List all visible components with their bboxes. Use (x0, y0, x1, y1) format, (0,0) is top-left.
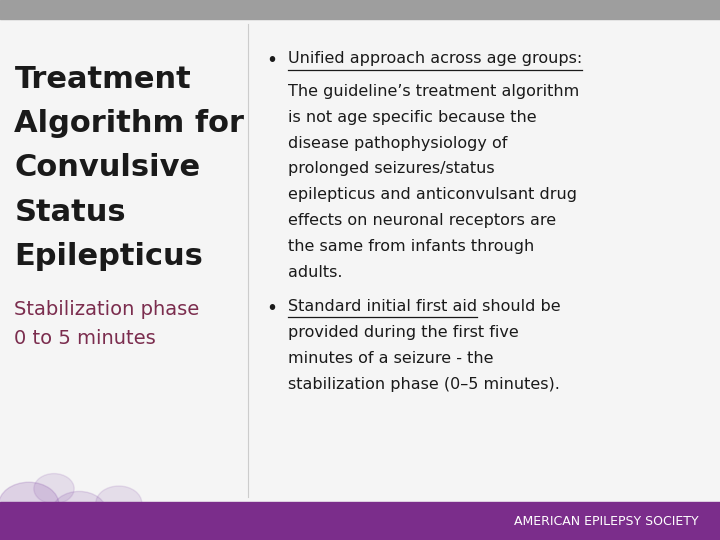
Text: •: • (266, 51, 277, 70)
Text: provided during the first five: provided during the first five (288, 325, 518, 340)
Text: Treatment: Treatment (14, 65, 191, 94)
Text: epilepticus and anticonvulsant drug: epilepticus and anticonvulsant drug (288, 187, 577, 202)
Text: AMERICAN EPILEPSY SOCIETY: AMERICAN EPILEPSY SOCIETY (514, 515, 698, 528)
Text: •: • (266, 299, 277, 318)
Circle shape (52, 491, 107, 532)
Text: Standard initial first aid: Standard initial first aid (288, 299, 477, 314)
Bar (0, 0, 720, 19)
Text: Status: Status (14, 198, 126, 227)
Text: Convulsive: Convulsive (14, 153, 201, 183)
Text: should be: should be (477, 299, 561, 314)
Circle shape (34, 474, 74, 504)
Text: The guideline’s treatment algorithm: The guideline’s treatment algorithm (288, 84, 580, 99)
Text: 0 to 5 minutes: 0 to 5 minutes (14, 329, 156, 348)
Text: prolonged seizures/status: prolonged seizures/status (288, 161, 495, 177)
Circle shape (96, 486, 142, 521)
Text: stabilization phase (0–5 minutes).: stabilization phase (0–5 minutes). (288, 377, 560, 392)
Circle shape (24, 508, 55, 531)
Circle shape (0, 482, 59, 528)
Text: effects on neuronal receptors are: effects on neuronal receptors are (288, 213, 556, 228)
Text: the same from infants through: the same from infants through (288, 239, 534, 254)
Text: disease pathophysiology of: disease pathophysiology of (288, 136, 508, 151)
Bar (0, 502, 720, 540)
Text: Algorithm for: Algorithm for (14, 109, 244, 138)
Text: adults.: adults. (288, 265, 343, 280)
Text: is not age specific because the: is not age specific because the (288, 110, 536, 125)
Text: Epilepticus: Epilepticus (14, 242, 203, 271)
Text: Unified approach across age groups:: Unified approach across age groups: (288, 51, 582, 66)
Text: minutes of a seizure - the: minutes of a seizure - the (288, 351, 493, 366)
Text: Stabilization phase: Stabilization phase (14, 300, 199, 319)
